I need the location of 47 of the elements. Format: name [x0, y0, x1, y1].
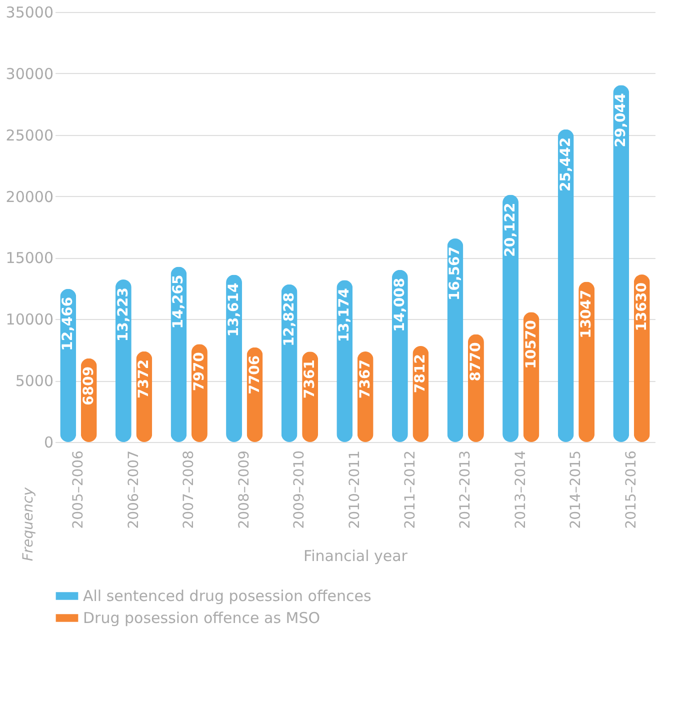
y-tick-label: 15000 [6, 249, 54, 268]
data-label: 12,466 [60, 296, 76, 351]
legend-label: Drug posession offence as MSO [83, 609, 320, 627]
data-label: 8770 [468, 342, 484, 382]
bar [613, 85, 630, 442]
y-tick-label: 25000 [6, 126, 54, 144]
y-tick-label: 5000 [15, 372, 54, 390]
data-label: 7706 [246, 355, 263, 394]
x-tick-label: 2012–2013 [458, 450, 474, 529]
data-label: 14,008 [392, 278, 408, 332]
y-tick-label: 30000 [6, 64, 54, 83]
data-label: 13,223 [115, 288, 132, 342]
data-label: 20,122 [502, 202, 519, 257]
data-label: 7367 [357, 359, 374, 398]
data-label: 6809 [80, 366, 97, 406]
data-label: 13630 [634, 282, 650, 332]
data-label: 7361 [302, 360, 318, 399]
data-label: 7372 [136, 359, 152, 398]
x-tick-label: 2010–2011 [347, 450, 363, 529]
x-tick-label: 2009–2010 [292, 450, 308, 529]
data-label: 16,567 [447, 246, 464, 300]
data-label: 7812 [412, 354, 429, 393]
y-axis-title: Frequency [20, 486, 36, 562]
data-label: 13,614 [226, 282, 242, 337]
x-tick-label: 2007–2008 [181, 450, 198, 529]
legend-label: All sentenced drug posession offences [83, 587, 372, 605]
x-tick-label: 2015–2016 [624, 450, 640, 529]
data-label: 25,442 [558, 137, 574, 192]
x-tick-label: 2008–2009 [236, 450, 252, 529]
data-label: 14,265 [170, 274, 187, 329]
y-tick-label: 20000 [6, 188, 54, 206]
x-tick-label: 2013–2014 [512, 450, 529, 529]
y-tick-label: 10000 [6, 310, 54, 329]
x-tick-label: 2006–2007 [126, 450, 142, 529]
data-label: 29,044 [613, 92, 630, 148]
x-tick-label: 2005–2006 [70, 450, 86, 529]
x-tick-label: 2011–2012 [402, 450, 418, 529]
data-label: 12,828 [281, 292, 298, 346]
y-tick-label: 0 [44, 434, 54, 452]
bar [558, 129, 574, 442]
x-tick-label: 2014–2015 [568, 450, 584, 529]
x-axis-title: Financial year [304, 546, 408, 565]
data-label: 10570 [523, 320, 540, 369]
data-label: 13047 [578, 290, 595, 338]
data-label: 7970 [191, 352, 208, 392]
y-tick-label: 35000 [6, 4, 54, 22]
data-label: 13,174 [336, 288, 353, 342]
